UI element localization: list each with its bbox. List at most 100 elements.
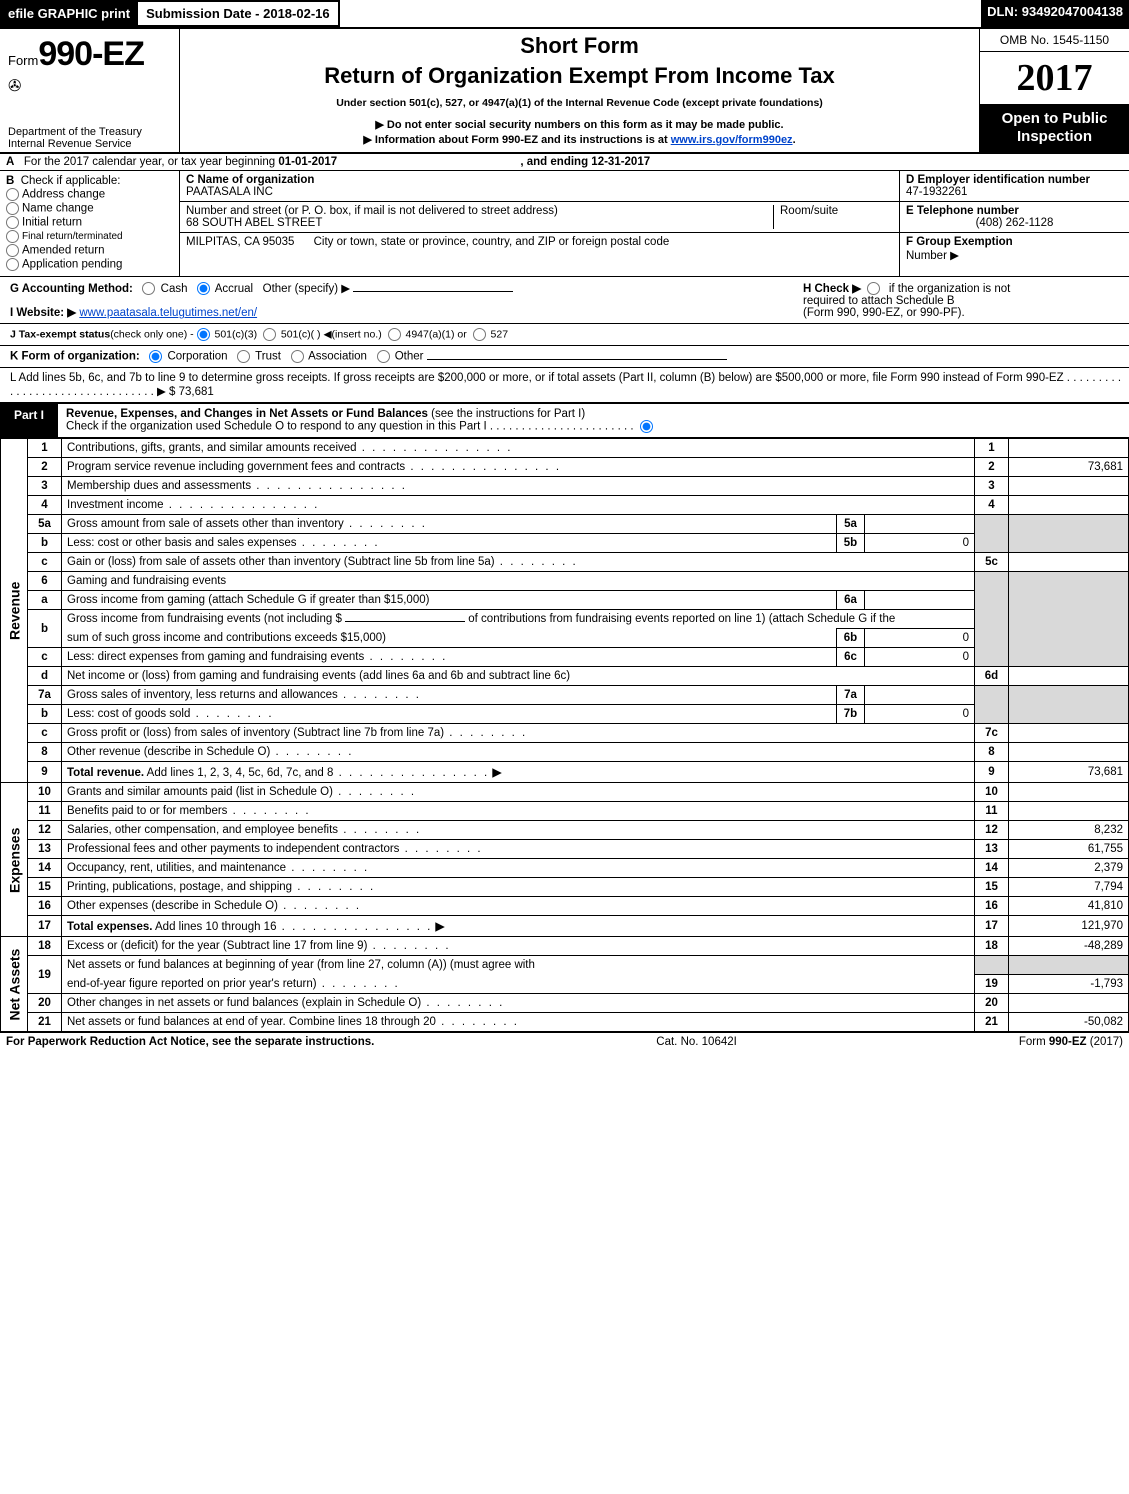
j-501c3-radio[interactable] bbox=[197, 328, 210, 341]
ln19-txt2: end-of-year figure reported on prior yea… bbox=[62, 974, 975, 993]
ln13-txt: Professional fees and other payments to … bbox=[62, 840, 975, 859]
j-527: 527 bbox=[491, 329, 509, 341]
k-assoc-radio[interactable] bbox=[291, 350, 304, 363]
k-other-radio[interactable] bbox=[377, 350, 390, 363]
gray-19 bbox=[975, 956, 1009, 975]
box-e: E Telephone number (408) 262-1128 bbox=[900, 202, 1129, 233]
ln7c-txt: Gross profit or (loss) from sales of inv… bbox=[62, 724, 975, 743]
ln6a-txt: Gross income from gaming (attach Schedul… bbox=[62, 591, 837, 610]
opt-initial-return: Initial return bbox=[22, 217, 82, 229]
ln19-val: -1,793 bbox=[1009, 974, 1129, 993]
ln17-num: 17 bbox=[975, 916, 1009, 937]
ln12-val: 8,232 bbox=[1009, 821, 1129, 840]
ln7c-no: c bbox=[28, 724, 62, 743]
ln6c-no: c bbox=[28, 648, 62, 667]
lineA-begin: 01-01-2017 bbox=[278, 156, 337, 168]
part1-table: Revenue 1 Contributions, gifts, grants, … bbox=[0, 438, 1129, 1032]
k-other: Other bbox=[395, 351, 424, 363]
ln20-no: 20 bbox=[28, 993, 62, 1012]
chk-final-return[interactable]: Final return/terminated bbox=[6, 230, 173, 243]
ln18-num: 18 bbox=[975, 937, 1009, 956]
street-address: 68 SOUTH ABEL STREET bbox=[186, 217, 322, 229]
ln19-no: 19 bbox=[28, 956, 62, 994]
ln15-txt: Printing, publications, postage, and shi… bbox=[62, 878, 975, 897]
acct-accrual: Accrual bbox=[215, 283, 253, 295]
ln6b-txt1: Gross income from fundraising events (no… bbox=[62, 610, 975, 629]
gray-7ab bbox=[975, 686, 1009, 724]
ln14-num: 14 bbox=[975, 859, 1009, 878]
ein-value: 47-1932261 bbox=[906, 186, 967, 198]
chk-address-change[interactable]: Address change bbox=[6, 188, 173, 201]
ln6a-sv bbox=[865, 591, 975, 610]
submission-date-label: Submission Date - bbox=[146, 6, 263, 21]
footer-right-pre: Form bbox=[1019, 1036, 1049, 1048]
chk-name-change[interactable]: Name change bbox=[6, 202, 173, 215]
ln9-val: 73,681 bbox=[1009, 762, 1129, 783]
part1-see: (see the instructions for Part I) bbox=[431, 408, 585, 420]
j-527-radio[interactable] bbox=[473, 328, 486, 341]
j-4947: 4947(a)(1) or bbox=[405, 329, 466, 341]
ln16-num: 16 bbox=[975, 897, 1009, 916]
lineK-pre: K Form of organization: bbox=[10, 351, 140, 363]
opt-amended-return: Amended return bbox=[22, 245, 104, 257]
header-right-col: OMB No. 1545-1150 2017 Open to Public In… bbox=[979, 29, 1129, 152]
footer-right: Form 990-EZ (2017) bbox=[1019, 1036, 1123, 1048]
ln6b-blank bbox=[345, 621, 465, 622]
ln6a-sub: 6a bbox=[837, 591, 865, 610]
ln4-no: 4 bbox=[28, 496, 62, 515]
j-501c-radio[interactable] bbox=[263, 328, 276, 341]
ln14-txt: Occupancy, rent, utilities, and maintena… bbox=[62, 859, 975, 878]
ln7a-txt: Gross sales of inventory, less returns a… bbox=[62, 686, 837, 705]
top-left: efile GRAPHIC print Submission Date - 20… bbox=[0, 0, 340, 27]
entity-block: B Check if applicable: Address change Na… bbox=[0, 171, 1129, 277]
ln9-no: 9 bbox=[28, 762, 62, 783]
treasury-seal-icon: ✇ bbox=[8, 76, 171, 96]
acct-cash-radio[interactable] bbox=[142, 282, 155, 295]
ln10-val bbox=[1009, 783, 1129, 802]
ln7b-txt: Less: cost of goods sold bbox=[62, 705, 837, 724]
j-4947-radio[interactable] bbox=[388, 328, 401, 341]
form990ez-link[interactable]: www.irs.gov/form990ez bbox=[671, 134, 793, 146]
acct-other: Other (specify) ▶ bbox=[263, 283, 350, 295]
efile-print-button[interactable]: efile GRAPHIC print bbox=[0, 0, 138, 27]
k-corp-radio[interactable] bbox=[149, 350, 162, 363]
ln5a-sv bbox=[865, 515, 975, 534]
ln21-no: 21 bbox=[28, 1012, 62, 1031]
ln13-val: 61,755 bbox=[1009, 840, 1129, 859]
ln2-txt: Program service revenue including govern… bbox=[62, 458, 975, 477]
ln16-txt: Other expenses (describe in Schedule O) bbox=[62, 897, 975, 916]
lineL-txt: L Add lines 5b, 6c, and 7b to line 9 to … bbox=[10, 372, 1121, 398]
k-trust-radio[interactable] bbox=[237, 350, 250, 363]
ln2-val: 73,681 bbox=[1009, 458, 1129, 477]
instr2-post: . bbox=[793, 134, 796, 146]
chk-application-pending[interactable]: Application pending bbox=[6, 258, 173, 271]
top-bar: efile GRAPHIC print Submission Date - 20… bbox=[0, 0, 1129, 29]
ln6a-no: a bbox=[28, 591, 62, 610]
part1-scho-checkbox[interactable] bbox=[640, 420, 653, 433]
ln7c-val bbox=[1009, 724, 1129, 743]
line-k: K Form of organization: Corporation Trus… bbox=[0, 346, 1129, 368]
open-pub-2: Inspection bbox=[984, 128, 1125, 146]
ln5c-no: c bbox=[28, 553, 62, 572]
city-state-zip: MILPITAS, CA 95035 bbox=[186, 236, 294, 248]
open-pub-1: Open to Public bbox=[984, 110, 1125, 128]
ln19-txt1: Net assets or fund balances at beginning… bbox=[62, 956, 975, 975]
org-name: PAATASALA INC bbox=[186, 186, 273, 198]
addr-row: Number and street (or P. O. box, if mail… bbox=[180, 202, 899, 233]
dln-box: DLN: 93492047004138 bbox=[981, 0, 1129, 27]
schedB-not-required-radio[interactable] bbox=[867, 282, 880, 295]
form-header: Form990-EZ ✇ Department of the Treasury … bbox=[0, 29, 1129, 154]
header-left-col: Form990-EZ ✇ Department of the Treasury … bbox=[0, 29, 180, 152]
ln20-num: 20 bbox=[975, 993, 1009, 1012]
website-link[interactable]: www.paatasala.telugutimes.net/en/ bbox=[79, 307, 257, 319]
ln6c-sub: 6c bbox=[837, 648, 865, 667]
ln6-no: 6 bbox=[28, 572, 62, 591]
chk-amended-return[interactable]: Amended return bbox=[6, 244, 173, 257]
boxB-title: Check if applicable: bbox=[21, 175, 121, 187]
chk-initial-return[interactable]: Initial return bbox=[6, 216, 173, 229]
k-trust: Trust bbox=[255, 351, 281, 363]
acct-accrual-radio[interactable] bbox=[197, 282, 210, 295]
boxC-addr-lbl: Number and street (or P. O. box, if mail… bbox=[186, 205, 558, 217]
ln10-num: 10 bbox=[975, 783, 1009, 802]
ln6d-num: 6d bbox=[975, 667, 1009, 686]
